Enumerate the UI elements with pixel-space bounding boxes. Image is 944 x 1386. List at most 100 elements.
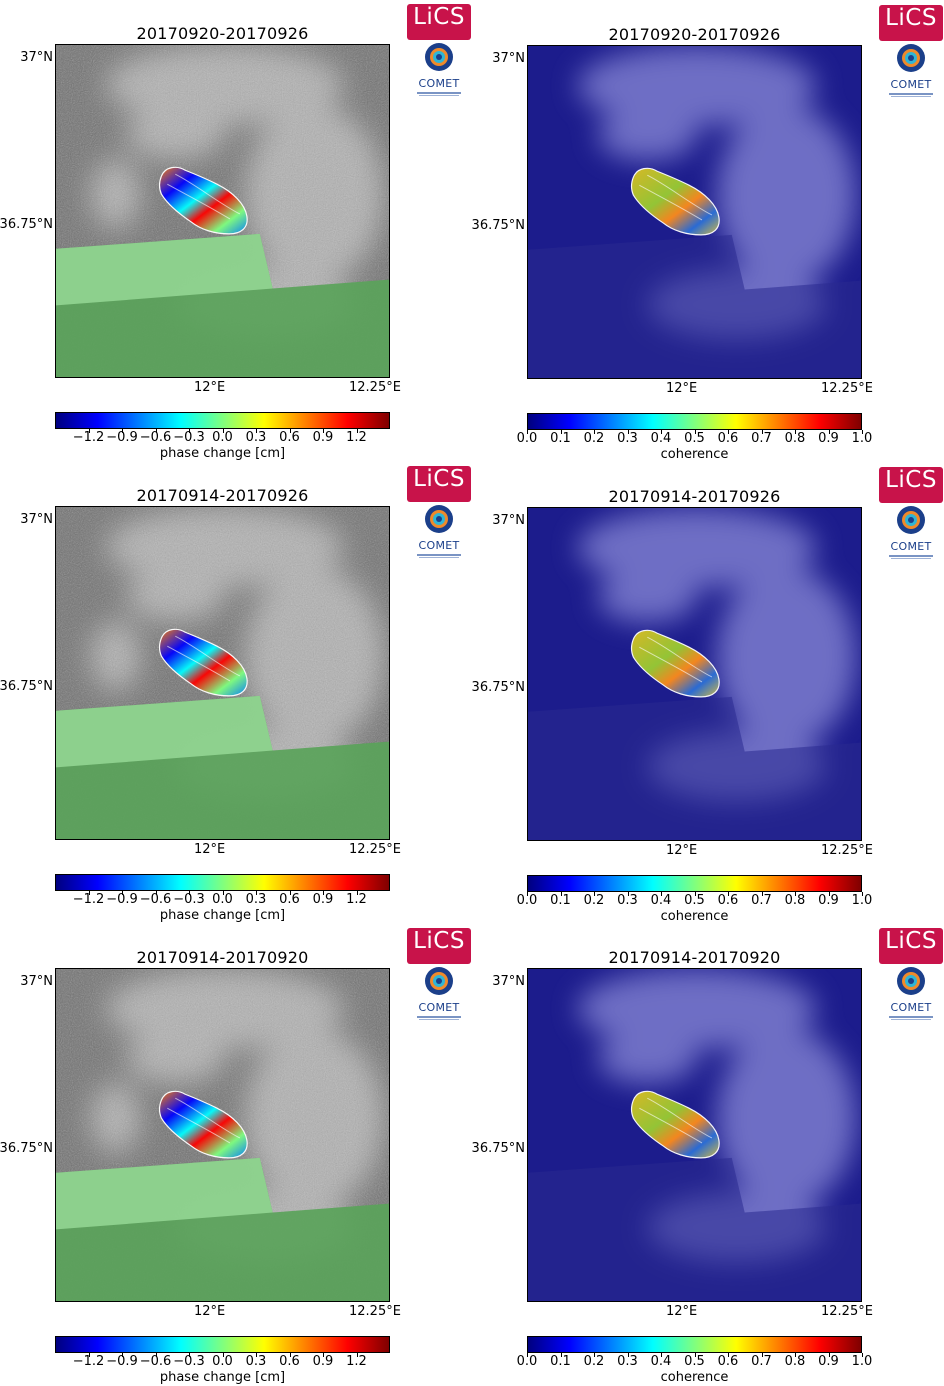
sea-mask xyxy=(528,234,861,378)
colorbar-tick-label: −0.3 xyxy=(173,1354,205,1369)
phase-map xyxy=(55,968,390,1302)
colorbar-tick-label: 0.6 xyxy=(717,1354,739,1369)
colorbar-tick-label: 0.6 xyxy=(279,430,300,445)
coherence-panel-3: 20170914-20170920 37°N 36.75°N 12°E 12.2… xyxy=(472,924,944,1386)
colorbar-tick-label: 0.7 xyxy=(751,431,772,446)
colorbar-tick-label: 0.3 xyxy=(617,1354,638,1369)
comet-globe-icon xyxy=(897,967,925,995)
colorbar-tick-mark xyxy=(88,1353,90,1357)
colorbar-tick-mark xyxy=(627,1353,629,1357)
colorbar-tick-label: 0.3 xyxy=(245,892,267,907)
phase-colorbar xyxy=(55,412,390,429)
colorbar-tick-mark xyxy=(594,892,595,896)
colorbar-tick-mark xyxy=(560,1353,562,1357)
island-pantelleria xyxy=(158,1090,248,1159)
colorbar-tick-mark xyxy=(122,891,123,895)
x-tick-12e: 12°E xyxy=(194,1304,226,1319)
island-pantelleria xyxy=(630,167,720,236)
colorbar-label: coherence xyxy=(660,447,729,462)
colorbar-tick-label: 0.6 xyxy=(279,1354,300,1369)
colorbar-tick-label: 0.8 xyxy=(784,1354,806,1369)
y-tick-37n: 37°N xyxy=(492,974,525,989)
colorbar-tick-mark xyxy=(828,430,830,434)
colorbar-tick-label: 0.0 xyxy=(516,431,538,446)
colorbar-tick-mark xyxy=(289,1353,291,1357)
colorbar-tick-label: −0.3 xyxy=(173,430,205,445)
panel-title: 20170914-20170920 xyxy=(608,948,781,967)
colorbar-tick-label: 0.3 xyxy=(245,1354,267,1369)
sea-mask xyxy=(528,696,861,840)
phase-panel-1: 20170920-20170926 37°N 36.75°N 12°E 12.2… xyxy=(0,0,472,462)
colorbar-tick-mark xyxy=(661,892,662,896)
phase-map xyxy=(55,44,390,378)
x-tick-12-25e: 12.25°E xyxy=(349,380,401,395)
colorbar-tick-label: 1.2 xyxy=(346,1354,367,1369)
map-canvas xyxy=(528,508,861,840)
coherence-colorbar xyxy=(527,1336,862,1353)
comet-globe-icon xyxy=(897,506,925,534)
panel-title: 20170914-20170926 xyxy=(136,486,309,505)
y-tick-37n: 37°N xyxy=(20,50,53,65)
colorbar-tick-label: 0.3 xyxy=(617,431,638,446)
x-tick-12-25e: 12.25°E xyxy=(821,843,873,858)
colorbar-tick-label: 0.1 xyxy=(550,893,571,908)
comet-globe-icon xyxy=(425,43,453,71)
y-tick-36-75n: 36.75°N xyxy=(0,1141,53,1156)
colorbar-tick-label: 0.6 xyxy=(717,431,739,446)
comet-logo: COMET xyxy=(883,966,939,1020)
colorbar-tick-mark xyxy=(155,429,157,433)
colorbar-tick-label: 0.0 xyxy=(212,430,233,445)
sea-mask xyxy=(528,1157,861,1301)
colorbar-label: coherence xyxy=(660,1370,729,1385)
colorbar-tick-mark xyxy=(189,429,190,433)
phase-panel-2: 20170914-20170926 37°N 36.75°N 12°E 12.2… xyxy=(0,462,472,924)
phase-map xyxy=(55,506,390,840)
colorbar-tick-label: 0.0 xyxy=(212,892,233,907)
y-tick-37n: 37°N xyxy=(492,51,525,66)
colorbar-tick-label: 0.8 xyxy=(784,893,806,908)
y-tick-36-75n: 36.75°N xyxy=(0,679,53,694)
colorbar-tick-label: −1.2 xyxy=(72,430,105,445)
colorbar-tick-mark xyxy=(356,1353,358,1357)
colorbar-tick-label: −0.9 xyxy=(106,1354,138,1369)
colorbar-tick-label: 0.7 xyxy=(751,893,772,908)
colorbar-tick-label: 0.0 xyxy=(212,1354,233,1369)
colorbar-tick-mark xyxy=(88,429,90,433)
colorbar-tick-mark xyxy=(527,1353,528,1357)
x-tick-12e: 12°E xyxy=(194,842,226,857)
coherence-colorbar xyxy=(527,413,862,430)
colorbar-tick-mark xyxy=(728,1353,729,1357)
island-pantelleria xyxy=(158,628,248,697)
colorbar-tick-mark xyxy=(289,891,291,895)
colorbar-tick-label: 1.0 xyxy=(851,893,873,908)
lics-logo: LiCS xyxy=(879,467,943,503)
map-canvas xyxy=(528,46,861,378)
colorbar-tick-mark xyxy=(828,892,830,896)
colorbar-tick-label: −0.6 xyxy=(139,430,172,445)
x-tick-12e: 12°E xyxy=(666,1304,698,1319)
coherence-panel-1: 20170920-20170926 37°N 36.75°N 12°E 12.2… xyxy=(472,1,944,463)
colorbar-tick-label: 0.9 xyxy=(312,892,334,907)
colorbar-tick-label: 0.4 xyxy=(650,431,672,446)
colorbar-tick-mark xyxy=(661,1353,662,1357)
colorbar-tick-mark xyxy=(828,1353,830,1357)
y-tick-37n: 37°N xyxy=(492,513,525,528)
colorbar-tick-mark xyxy=(323,429,324,433)
colorbar-tick-label: 0.5 xyxy=(684,431,705,446)
colorbar-label: phase change [cm] xyxy=(159,908,286,923)
x-tick-12e: 12°E xyxy=(666,381,698,396)
y-tick-36-75n: 36.75°N xyxy=(471,1141,525,1156)
comet-globe-icon xyxy=(897,44,925,72)
colorbar-tick-mark xyxy=(527,892,528,896)
colorbar-tick-label: −0.6 xyxy=(139,1354,172,1369)
colorbar-tick-mark xyxy=(122,429,123,433)
island-pantelleria xyxy=(630,629,720,698)
colorbar-tick-mark xyxy=(289,429,291,433)
colorbar-tick-label: −0.6 xyxy=(139,892,172,907)
colorbar-tick-mark xyxy=(222,891,224,895)
coherence-panel-2: 20170914-20170926 37°N 36.75°N 12°E 12.2… xyxy=(472,463,944,925)
colorbar-tick-label: 0.9 xyxy=(818,1354,839,1369)
colorbar-tick-label: 0.6 xyxy=(717,893,739,908)
lics-logo: LiCS xyxy=(879,5,943,41)
colorbar-tick-mark xyxy=(155,1353,157,1357)
